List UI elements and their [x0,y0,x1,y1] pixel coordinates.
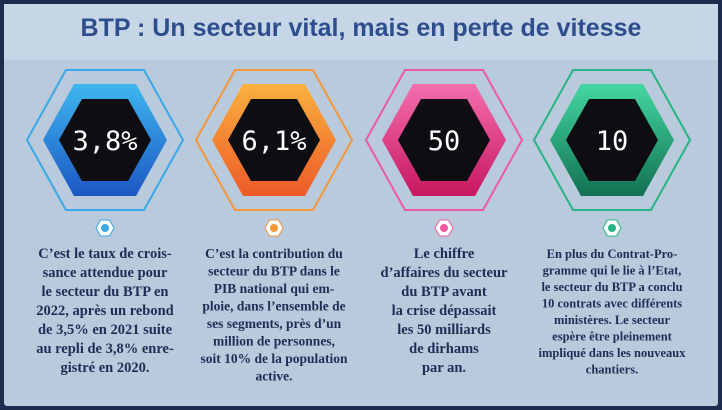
description-line: 2022, après un rebond [36,303,174,319]
hexagon-core [228,99,320,181]
description-line: gramme qui le lie à l’Etat, [543,264,682,278]
description-line: le secteur du BTP en [41,284,168,300]
title: BTP : Un secteur vital, mais en perte de… [81,14,642,42]
hexagon-outline [25,69,185,211]
description-line: 10 contrats avec différents [542,297,682,311]
description-line: Le chiffre [414,246,475,262]
description-line: ses segments, près d’un [207,316,342,331]
description-line: du BTP avant [401,284,487,300]
hexagon-outline [194,69,354,211]
description-line: d’affaires du secteur [381,265,509,281]
description-line: million de personnes, [213,334,335,349]
description-line: de 3,5% en 2021 suite [38,322,173,338]
description-line: le secteur du BTP a conclu [541,280,682,294]
title-band [4,4,718,60]
description-line: En plus du Contrat-Pro- [547,247,678,261]
description-line: chantiers. [586,363,638,377]
hexagon-core [566,99,658,181]
description-line: gistré en 2020. [61,360,150,376]
description-line: sance attendue pour [43,265,168,281]
description-line: au repli de 3,8% enre- [36,341,174,357]
figure: 50 [428,126,461,157]
hexagon-outline [364,69,524,211]
description-line: secteur du BTP dans le [208,264,340,279]
description-line: ministères. Le secteur [554,313,671,327]
description-line: C’est la contribution du [205,246,343,261]
hex-icon-dot [101,224,109,232]
hexagon-core [398,99,490,181]
columns: 3,8% C’est le taux de crois-sance attendu… [25,69,692,384]
description-line: C’est le taux de crois- [38,246,172,262]
description-line: soit 10% de la population [200,351,348,366]
figure: 6,1% [241,126,306,157]
panel [4,4,718,406]
hex-icon-dot [270,224,278,232]
hexagon-core [59,99,151,181]
hex-icon-dot [608,224,616,232]
figure: 3,8% [72,126,137,157]
description-line: la crise dépassait [392,303,497,319]
description-line: active. [255,369,292,384]
description-line: de dirhams [409,341,479,357]
description-line: par an. [422,360,466,376]
hex-icon-dot [440,224,448,232]
hexagon-outline [532,69,692,211]
description-line: ploie, dans l’ensemble de [202,299,345,314]
description-line: PIB national qui em- [214,281,334,296]
description-line: impliqué dans les nouveaux [539,346,687,360]
figure: 10 [596,126,629,157]
description-line: les 50 milliards [397,322,491,338]
description-line: espère être pleinement [552,330,672,344]
